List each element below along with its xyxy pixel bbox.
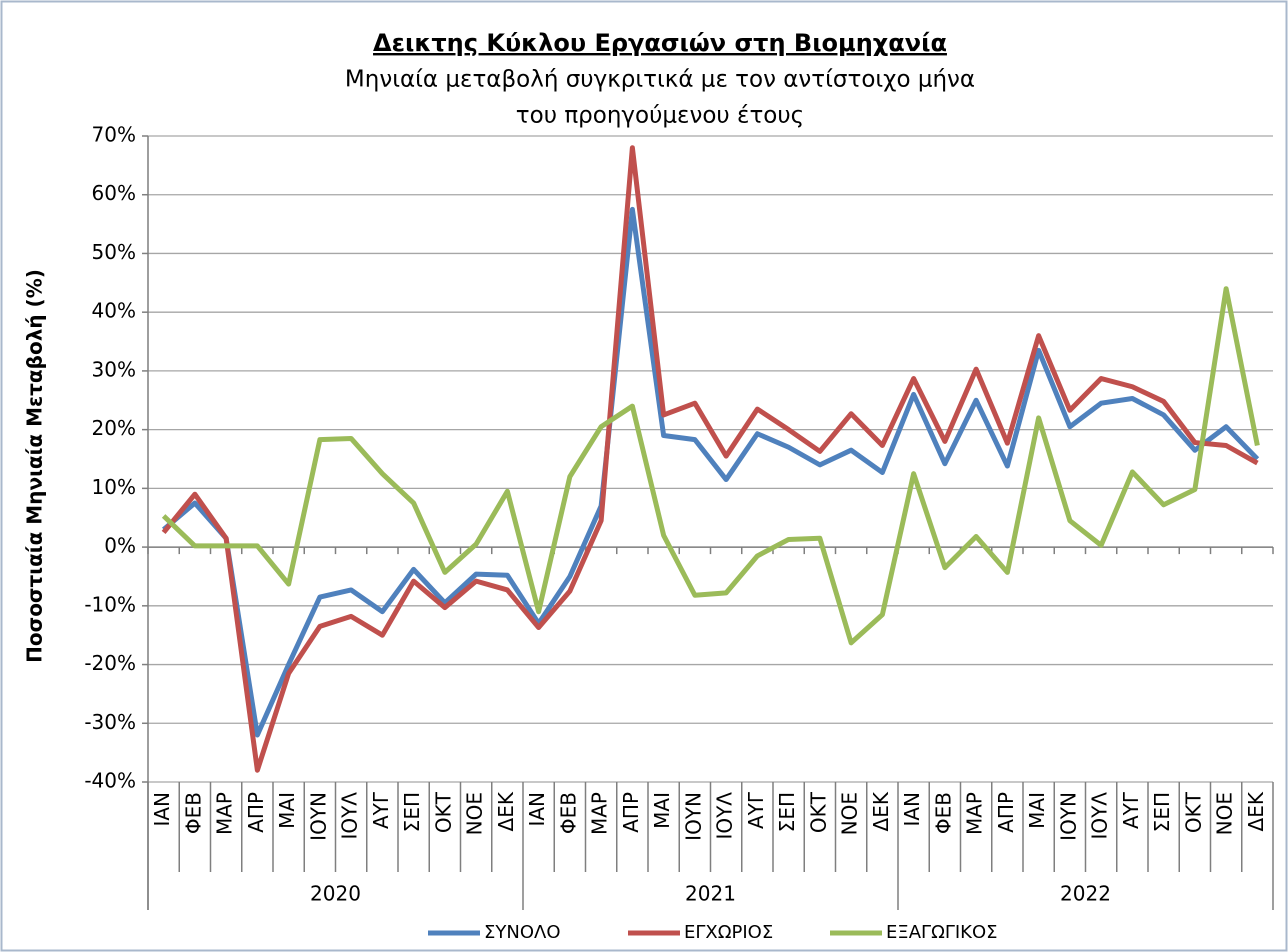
series-line: [161, 145, 1259, 773]
x-tick-label: ΙΟΥΛ: [713, 792, 737, 840]
y-tick-label: 10%: [92, 475, 136, 499]
y-tick-label: 40%: [92, 299, 136, 323]
y-tick-label: 50%: [92, 240, 136, 264]
x-tick-label: ΝΟΕ: [838, 792, 862, 835]
x-tick-label: ΙΑΝ: [525, 792, 549, 827]
x-tick-label: ΔΕΚ: [494, 791, 518, 831]
x-tick-label: ΣΕΠ: [400, 792, 424, 832]
x-tick-label: ΜΑΙ: [275, 792, 299, 829]
y-tick-label: -10%: [84, 592, 136, 616]
y-tick-label: 70%: [92, 123, 136, 147]
y-tick-label: 30%: [92, 357, 136, 381]
year-label: 2021: [685, 882, 736, 906]
year-label: 2020: [310, 882, 361, 906]
chart-title: Δεικτης Κύκλου Εργασιών στη Βιομηχανία: [373, 29, 947, 57]
series-line: [162, 206, 1260, 738]
x-tick-label: ΜΑΡ: [963, 792, 987, 835]
y-tick-label: 0%: [104, 534, 136, 558]
x-tick-label: ΙΑΝ: [900, 792, 924, 827]
x-tick-label: ΜΑΡ: [588, 792, 612, 835]
year-label: 2022: [1060, 882, 1111, 906]
x-tick-label: ΜΑΙ: [1025, 792, 1049, 829]
x-tick-label: ΑΠΡ: [994, 792, 1018, 833]
x-tick-label: ΑΠΡ: [244, 792, 268, 833]
y-tick-label: -40%: [84, 769, 136, 793]
x-tick-label: ΙΟΥΝ: [681, 792, 705, 841]
x-tick-label: ΣΕΠ: [1150, 792, 1174, 832]
x-tick-label: ΟΚΤ: [431, 791, 455, 833]
y-axis-label: Ποσοστιαία Μηνιαία Μεταβολή (%): [23, 269, 47, 663]
x-tick-label: ΣΕΠ: [775, 792, 799, 832]
x-tick-label: ΔΕΚ: [869, 791, 893, 831]
x-tick-label: ΔΕΚ: [1244, 791, 1268, 831]
x-tick-label: ΙΟΥΛ: [338, 792, 362, 840]
x-tick-label: ΟΚΤ: [806, 791, 830, 833]
x-tick-label: ΦΕΒ: [181, 792, 205, 834]
x-tick-label: ΑΥΓ: [744, 791, 768, 829]
y-tick-label: -30%: [84, 710, 136, 734]
y-tick-label: 20%: [92, 416, 136, 440]
x-tick-label: ΜΑΙ: [650, 792, 674, 829]
legend-label: ΕΓΧΩΡΙΟΣ: [684, 922, 773, 943]
x-tick-label: ΝΟΕ: [463, 792, 487, 835]
x-tick-label: ΜΑΡ: [213, 792, 237, 835]
chart-subtitle: Μηνιαία μεταβολή συγκριτικά με τον αντίσ…: [345, 67, 975, 93]
x-tick-label: ΙΑΝ: [150, 792, 174, 827]
x-tick-label: ΦΕΒ: [931, 792, 955, 834]
legend-label: ΕΞΑΓΩΓΙΚΟΣ: [886, 922, 998, 943]
y-tick-label: -20%: [84, 651, 136, 675]
x-tick-label: ΑΥΓ: [369, 791, 393, 829]
x-tick-label: ΦΕΒ: [556, 792, 580, 834]
x-tick-label: ΝΟΕ: [1213, 792, 1237, 835]
x-tick-label: ΙΟΥΝ: [1056, 792, 1080, 841]
series-line: [161, 286, 1260, 646]
x-tick-label: ΟΚΤ: [1181, 791, 1205, 833]
legend-label: ΣΥΝΟΛΟ: [484, 922, 560, 943]
x-tick-label: ΑΥΓ: [1119, 791, 1143, 829]
x-tick-label: ΙΟΥΛ: [1088, 792, 1112, 840]
y-tick-label: 60%: [92, 181, 136, 205]
chart-subtitle: του προηγούμενου έτους: [516, 103, 804, 129]
x-tick-label: ΑΠΡ: [619, 792, 643, 833]
x-tick-label: ΙΟΥΝ: [306, 792, 330, 841]
